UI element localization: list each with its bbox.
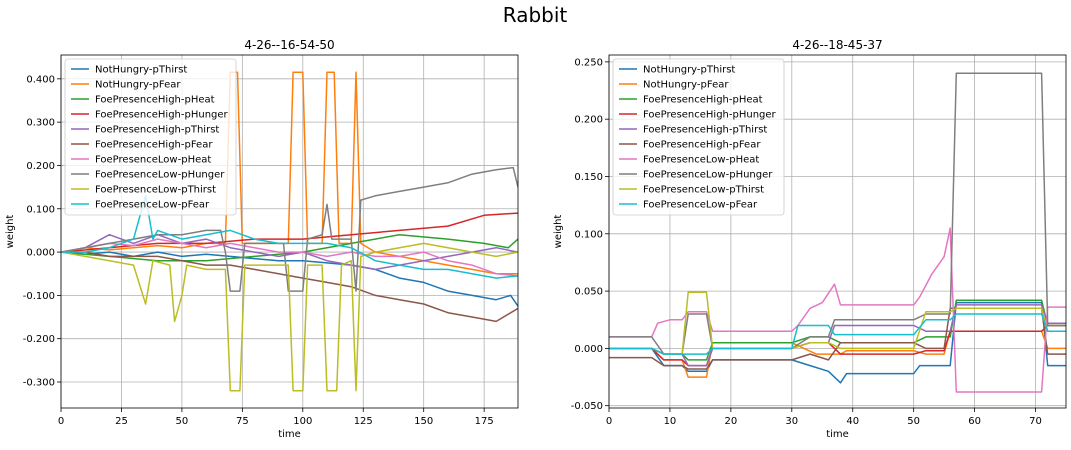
chart1-legend-label: FoePresenceHigh-pThirst — [95, 125, 219, 136]
chart2-legend-label: FoePresenceLow-pFear — [643, 200, 758, 211]
chart2-ytick-label: 0.150 — [574, 172, 603, 183]
chart2-ylabel: weight — [553, 215, 564, 249]
chart1-xtick-label: 50 — [176, 416, 189, 427]
chart1-ytick-label: -0.300 — [23, 378, 55, 389]
chart1-xtick-label: 100 — [293, 416, 312, 427]
chart1-legend-label: FoePresenceLow-pHunger — [95, 170, 225, 181]
chart1-xlabel: time — [278, 429, 301, 440]
chart1: 0 25 50 75 100 125 150 175 -0.300 -0.200 -0.100 0.0… — [5, 38, 519, 440]
chart1-xtick-label: 75 — [236, 416, 249, 427]
chart1-series-line-7 — [61, 166, 518, 292]
chart2-xtick-label: 70 — [1029, 416, 1042, 427]
chart2-ytick-label: -0.050 — [571, 401, 603, 412]
chart2-legend-label: NotHungry-pFear — [643, 80, 729, 91]
chart1-legend-label: FoePresenceLow-pFear — [95, 200, 210, 211]
chart2-legend-label: FoePresenceLow-pThirst — [643, 185, 764, 196]
chart1-series-line-9 — [61, 195, 518, 279]
chart2-axes-frame — [608, 54, 1067, 409]
chart2-legend-label: FoePresenceLow-pHeat — [643, 155, 759, 166]
chart1-series-line-3 — [61, 212, 518, 253]
chart1-series-line-5 — [61, 251, 518, 323]
chart2-legend-label: FoePresenceHigh-pHunger — [643, 110, 777, 121]
chart1-axes-frame — [60, 54, 519, 409]
chart1-series-line-2 — [61, 233, 518, 262]
chart1-ytick-label: 0.400 — [26, 74, 55, 85]
chart2-legend-label: FoePresenceHigh-pThirst — [643, 125, 767, 136]
chart2-ytick-label: 0.250 — [574, 57, 603, 68]
chart2-legend-label: FoePresenceHigh-pHeat — [643, 95, 763, 106]
chart1-title: 4-26--16-54-50 — [244, 38, 334, 52]
chart1-xtick-label: 150 — [414, 416, 433, 427]
chart2-xtick-label: 0 — [606, 416, 612, 427]
chart2-legend-box — [612, 58, 785, 216]
chart2: 0 10 20 30 40 50 60 70 -0.050 0.000 0.050 0.100 0.15… — [553, 38, 1067, 440]
chart1-xtick-label: 25 — [115, 416, 128, 427]
chart1-ytick-label: 0.100 — [26, 204, 55, 215]
chart1-ytick-label: 0.000 — [26, 248, 55, 259]
chart2-ytick-label: 0.000 — [574, 344, 603, 355]
chart2-xtick-label: 10 — [664, 416, 677, 427]
chart2-legend-label: FoePresenceLow-pHunger — [643, 170, 773, 181]
chart2-xtick-label: 50 — [907, 416, 920, 427]
chart2-xtick-label: 20 — [724, 416, 737, 427]
chart2-xlabel: time — [826, 429, 849, 440]
chart1-legend-label: FoePresenceLow-pHeat — [95, 155, 211, 166]
chart2-xtick-label: 30 — [785, 416, 798, 427]
chart2-title: 4-26--18-45-37 — [792, 38, 882, 52]
figure-suptitle: Rabbit — [503, 3, 568, 27]
chart1-legend-label: NotHungry-pThirst — [95, 65, 187, 76]
chart1-series-line-6 — [61, 238, 518, 277]
chart2-series-line-8 — [609, 291, 1066, 355]
chart1-ytick-label: -0.200 — [23, 334, 55, 345]
chart1-legend-label: FoePresenceHigh-pHunger — [95, 110, 229, 121]
chart1-legend-label: FoePresenceHigh-pHeat — [95, 95, 215, 106]
chart1-legend: NotHungry-pThirst NotHungry-pFear FoePrese… — [64, 58, 237, 216]
chart1-xtick-label: 175 — [475, 416, 494, 427]
chart1-legend-box — [64, 58, 237, 216]
chart2-ytick-label: 0.200 — [574, 115, 603, 126]
chart1-ytick-label: -0.100 — [23, 291, 55, 302]
chart2-ytick-label: 0.050 — [574, 287, 603, 298]
chart1-xtick-label: 0 — [58, 416, 64, 427]
chart2-legend-label: FoePresenceHigh-pFear — [643, 140, 761, 151]
chart1-legend-label: FoePresenceHigh-pFear — [95, 140, 213, 151]
chart2-legend-label: NotHungry-pThirst — [643, 65, 735, 76]
chart1-series-line-4 — [61, 233, 518, 271]
chart2-xtick-label: 40 — [846, 416, 859, 427]
chart1-ytick-label: 0.300 — [26, 118, 55, 129]
chart1-series-line-0 — [61, 251, 518, 307]
chart2-legend: NotHungry-pThirst NotHungry-pFear FoePrese… — [612, 58, 785, 216]
chart2-series-line-6 — [609, 227, 1066, 393]
chart2-series-line-3 — [609, 324, 1066, 367]
chart1-legend-label: NotHungry-pFear — [95, 80, 181, 91]
chart2-series-line-9 — [609, 313, 1066, 355]
chart1-legend-label: FoePresenceLow-pThirst — [95, 185, 216, 196]
chart2-xtick-label: 60 — [968, 416, 981, 427]
chart1-ylabel: weight — [5, 215, 16, 249]
chart1-xtick-label: 125 — [354, 416, 373, 427]
chart1-series-line-8 — [61, 242, 518, 392]
chart1-ytick-label: 0.200 — [26, 161, 55, 172]
chart2-ytick-label: 0.100 — [574, 229, 603, 240]
